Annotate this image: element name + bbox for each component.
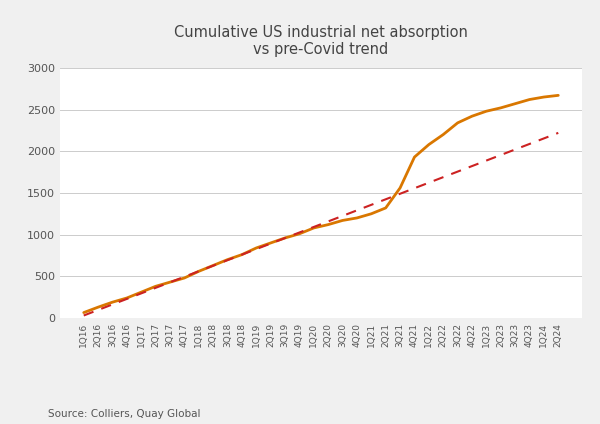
- Title: Cumulative US industrial net absorption
vs pre-Covid trend: Cumulative US industrial net absorption …: [174, 25, 468, 57]
- Text: Source: Colliers, Quay Global: Source: Colliers, Quay Global: [48, 409, 200, 419]
